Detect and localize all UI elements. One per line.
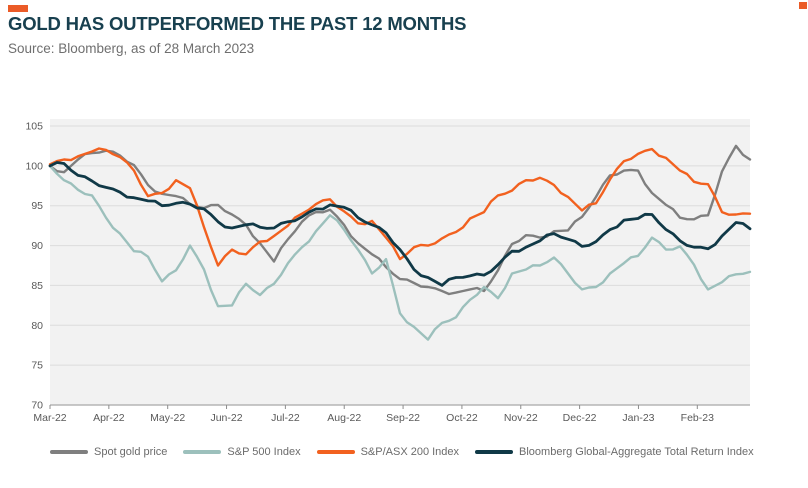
chart-legend: Spot gold price S&P 500 Index S&P/ASX 20… — [50, 446, 754, 458]
x-tick-label: Jun-22 — [210, 412, 242, 424]
line-spot-gold-price — [48, 144, 752, 296]
y-tick-label: 75 — [31, 360, 43, 372]
x-tick-label: Jan-23 — [622, 412, 654, 424]
y-tick-label: 95 — [31, 200, 43, 212]
line-s-p-500-index — [48, 164, 752, 341]
legend-swatch-asx200 — [316, 450, 355, 454]
chart-canvas: 70 75 80 85 90 95 100 105 Mar-22 Apr-22 May-22 Jun-… — [25, 119, 752, 424]
x-tick-label: May-22 — [150, 412, 185, 424]
legend-label-sp500: S&P 500 Index — [227, 446, 301, 458]
x-tick-label: Apr-22 — [93, 412, 125, 424]
legend-item-spot-gold: Spot gold price — [50, 446, 167, 458]
brand-accent-bar — [8, 5, 28, 12]
legend-label-bloomberg-agg: Bloomberg Global-Aggregate Total Return … — [519, 446, 754, 458]
x-tick-label: Feb-23 — [681, 412, 714, 424]
legend-swatch-spot-gold — [50, 450, 88, 454]
legend-item-sp500: S&P 500 Index — [183, 446, 301, 458]
legend-label-asx200: S&P/ASX 200 Index — [360, 446, 460, 458]
y-tick-label: 85 — [31, 280, 43, 292]
legend-item-bloomberg-agg: Bloomberg Global-Aggregate Total Return … — [475, 446, 754, 458]
y-tick-label: 70 — [31, 400, 43, 412]
line-s-p-asx-200-index — [48, 147, 752, 267]
y-tick-label: 80 — [31, 320, 43, 332]
x-tick-label: Aug-22 — [327, 412, 361, 424]
x-tick-label: Sep-22 — [386, 412, 420, 424]
brand-corner-mark — [799, 2, 807, 9]
x-tick-label: Jul-22 — [271, 412, 300, 424]
source-caption: Source: Bloomberg, as of 28 March 2023 — [8, 41, 255, 56]
line-bloomberg-global-aggregate-total-return-index — [48, 161, 752, 287]
y-tick-label: 105 — [25, 121, 43, 133]
legend-swatch-bloomberg-agg — [475, 450, 514, 454]
legend-item-asx200: S&P/ASX 200 Index — [316, 446, 460, 458]
plot-area — [50, 119, 750, 405]
legend-label-spot-gold: Spot gold price — [94, 446, 168, 458]
y-tick-label: 90 — [31, 240, 43, 252]
x-tick-label: Oct-22 — [446, 412, 478, 424]
y-tick-label: 100 — [25, 160, 43, 172]
legend-swatch-sp500 — [183, 450, 222, 454]
x-tick-label: Dec-22 — [563, 412, 597, 424]
x-tick-label: Nov-22 — [504, 412, 538, 424]
chart-title: GOLD HAS OUTPERFORMED THE PAST 12 MONTHS — [8, 13, 467, 34]
x-tick-label: Mar-22 — [33, 412, 66, 424]
